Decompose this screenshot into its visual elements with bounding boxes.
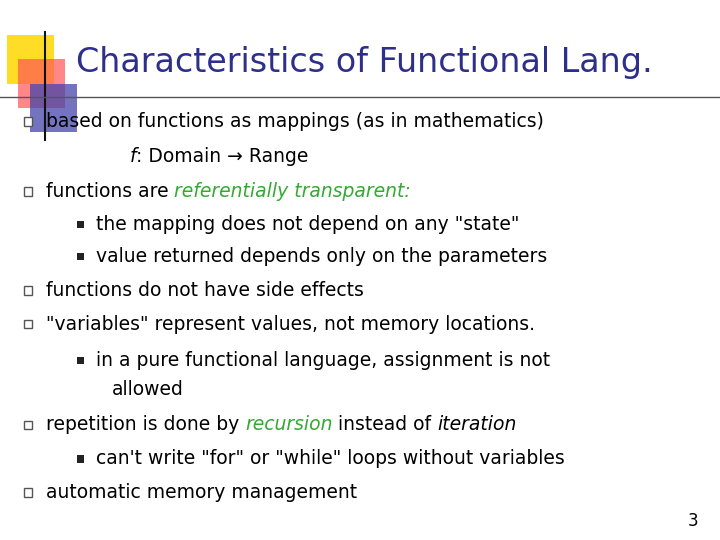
- Text: value returned depends only on the parameters: value returned depends only on the param…: [90, 247, 547, 266]
- Text: f: f: [130, 147, 136, 166]
- Bar: [24, 488, 32, 497]
- Bar: [77, 221, 84, 228]
- FancyBboxPatch shape: [30, 84, 77, 132]
- Text: recursion: recursion: [245, 415, 333, 435]
- Bar: [24, 286, 32, 295]
- Bar: [24, 187, 32, 196]
- Bar: [24, 421, 32, 429]
- Text: functions are: functions are: [40, 182, 174, 201]
- Bar: [77, 253, 84, 260]
- Bar: [24, 117, 32, 126]
- Text: can't write "for" or "while" loops without variables: can't write "for" or "while" loops witho…: [90, 449, 564, 469]
- FancyBboxPatch shape: [18, 59, 65, 108]
- Text: repetition is done by: repetition is done by: [40, 415, 245, 435]
- Bar: [77, 455, 84, 462]
- Text: : Domain → Range: : Domain → Range: [136, 147, 309, 166]
- Text: referentially transparent:: referentially transparent:: [174, 182, 411, 201]
- Bar: [24, 320, 32, 328]
- Text: iteration: iteration: [437, 415, 517, 435]
- FancyBboxPatch shape: [7, 35, 54, 84]
- Text: automatic memory management: automatic memory management: [40, 483, 356, 502]
- Bar: [77, 356, 84, 364]
- Text: in a pure functional language, assignment is not: in a pure functional language, assignmen…: [90, 350, 550, 370]
- Text: Characteristics of Functional Lang.: Characteristics of Functional Lang.: [76, 45, 652, 79]
- Text: functions do not have side effects: functions do not have side effects: [40, 281, 364, 300]
- Text: 3: 3: [688, 512, 698, 530]
- Text: based on functions as mappings (as in mathematics): based on functions as mappings (as in ma…: [40, 112, 544, 131]
- Text: "variables" represent values, not memory locations.: "variables" represent values, not memory…: [40, 314, 534, 334]
- Text: instead of: instead of: [333, 415, 437, 435]
- Text: the mapping does not depend on any "state": the mapping does not depend on any "stat…: [90, 214, 519, 234]
- Text: allowed: allowed: [112, 380, 184, 400]
